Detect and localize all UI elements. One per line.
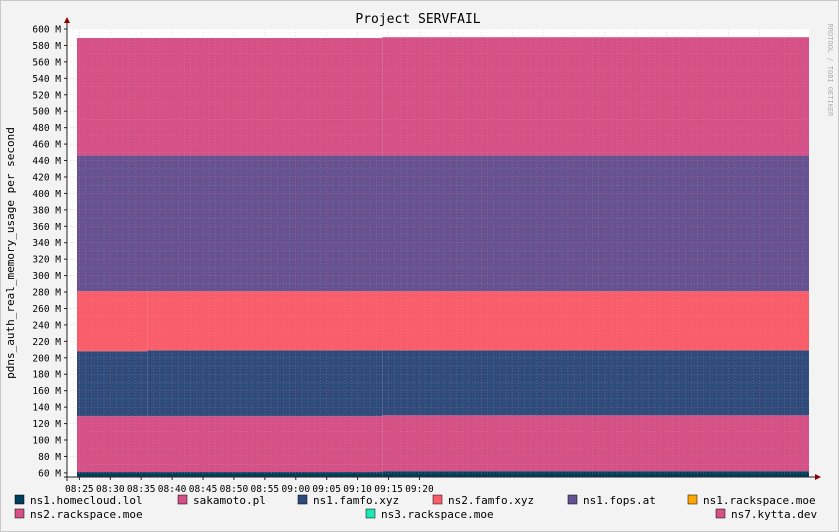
y-tick-label: 100 M bbox=[32, 436, 61, 447]
x-tick-label: 08:50 bbox=[220, 484, 249, 495]
y-tick-label: 120 M bbox=[32, 419, 61, 430]
y-tick-label: 220 M bbox=[32, 337, 61, 348]
x-tick-label: 08:55 bbox=[251, 484, 280, 495]
area-3-segment-1 bbox=[147, 291, 810, 351]
y-tick-label: 500 M bbox=[32, 107, 61, 118]
y-tick-label: 520 M bbox=[32, 90, 61, 101]
legend-swatch bbox=[14, 508, 25, 519]
y-tick-label: 300 M bbox=[32, 271, 61, 282]
y-tick-label: 480 M bbox=[32, 123, 61, 134]
y-tick-label: 140 M bbox=[32, 403, 61, 414]
area-6-segment-0 bbox=[77, 38, 383, 156]
legend-item-label: ns1.homecloud.lol bbox=[30, 494, 143, 507]
y-tick-label: 400 M bbox=[32, 189, 61, 200]
y-tick-label: 200 M bbox=[32, 353, 61, 364]
y-tick-label: 600 M bbox=[32, 25, 61, 36]
area-6-segment-1 bbox=[382, 37, 809, 156]
legend-item-label: ns1.famfo.xyz bbox=[313, 494, 399, 507]
y-tick-label: 160 M bbox=[32, 386, 61, 397]
legend-item-label: sakamoto.pl bbox=[193, 494, 266, 507]
legend-swatch bbox=[177, 494, 188, 505]
y-tick-label: 580 M bbox=[32, 41, 61, 52]
legend-item-label: ns7.kytta.dev bbox=[731, 508, 817, 521]
area-4-segment-0 bbox=[77, 155, 809, 292]
legend-swatch bbox=[687, 494, 698, 505]
y-tick-label: 60 M bbox=[38, 468, 61, 479]
area-2-segment-2 bbox=[382, 350, 809, 416]
y-tick-labels: 60 M 80 M 100 M 120 M 140 M 160 M 180 M 200 M 22… bbox=[32, 25, 67, 479]
legend-swatch bbox=[715, 508, 726, 519]
y-tick-label: 320 M bbox=[32, 255, 61, 266]
legend-item-label: ns2.famfo.xyz bbox=[448, 494, 534, 507]
y-tick-label: 340 M bbox=[32, 238, 61, 249]
axes bbox=[64, 17, 821, 481]
x-tick-label: 08:40 bbox=[158, 484, 187, 495]
x-tick-label: 08:25 bbox=[65, 484, 94, 495]
legend-swatch bbox=[365, 508, 376, 519]
legend-item-label: ns2.rackspace.moe bbox=[30, 508, 143, 521]
rrdtool-watermark: RRDTOOL / TOBI OETIKER bbox=[826, 24, 834, 118]
y-tick-label: 360 M bbox=[32, 222, 61, 233]
grid-lines bbox=[67, 29, 809, 477]
x-tick-label: 09:15 bbox=[374, 484, 403, 495]
area-0-segment-1 bbox=[382, 471, 809, 477]
y-tick-label: 80 M bbox=[38, 452, 61, 463]
legend-item-label: ns1.rackspace.moe bbox=[703, 494, 816, 507]
x-tick-labels: 08:25 08:30 08:35 08:40 08:45 08:50 08:55 09:00… bbox=[65, 477, 434, 495]
legend-swatch bbox=[567, 494, 578, 505]
legend-swatch bbox=[14, 494, 25, 505]
x-axis-arrow bbox=[815, 474, 821, 480]
y-tick-label: 240 M bbox=[32, 320, 61, 331]
area-0-segment-0 bbox=[77, 472, 383, 477]
y-tick-label: 260 M bbox=[32, 304, 61, 315]
x-tick-label: 09:05 bbox=[312, 484, 341, 495]
x-tick-label: 08:45 bbox=[189, 484, 218, 495]
legend-swatch bbox=[432, 494, 443, 505]
y-tick-label: 540 M bbox=[32, 74, 61, 85]
area-1-segment-1 bbox=[382, 415, 809, 472]
x-tick-label: 09:00 bbox=[281, 484, 310, 495]
area-2-segment-0 bbox=[77, 351, 148, 417]
legend: ns1.homecloud.lol sakamoto.pl ns1.famfo.xy… bbox=[14, 494, 817, 521]
legend-item-label: ns3.rackspace.moe bbox=[381, 508, 494, 521]
y-axis-label: pdns_auth_real_memory_usage per second bbox=[4, 127, 17, 379]
y-tick-label: 460 M bbox=[32, 140, 61, 151]
x-tick-label: 08:30 bbox=[96, 484, 125, 495]
y-tick-label: 420 M bbox=[32, 172, 61, 183]
area-layers bbox=[77, 37, 810, 477]
y-axis-arrow bbox=[64, 17, 70, 23]
y-tick-label: 560 M bbox=[32, 57, 61, 68]
y-tick-label: 180 M bbox=[32, 370, 61, 381]
x-tick-label: 08:35 bbox=[127, 484, 156, 495]
y-tick-label: 440 M bbox=[32, 156, 61, 167]
y-tick-label: 280 M bbox=[32, 288, 61, 299]
x-tick-label: 09:10 bbox=[343, 484, 372, 495]
area-1-segment-0 bbox=[77, 416, 383, 473]
legend-swatch bbox=[297, 494, 308, 505]
y-tick-label: 380 M bbox=[32, 205, 61, 216]
chart-title: Project SERVFAIL bbox=[355, 12, 480, 27]
x-tick-label: 09:20 bbox=[405, 484, 434, 495]
legend-item-label: ns1.fops.at bbox=[583, 494, 656, 507]
